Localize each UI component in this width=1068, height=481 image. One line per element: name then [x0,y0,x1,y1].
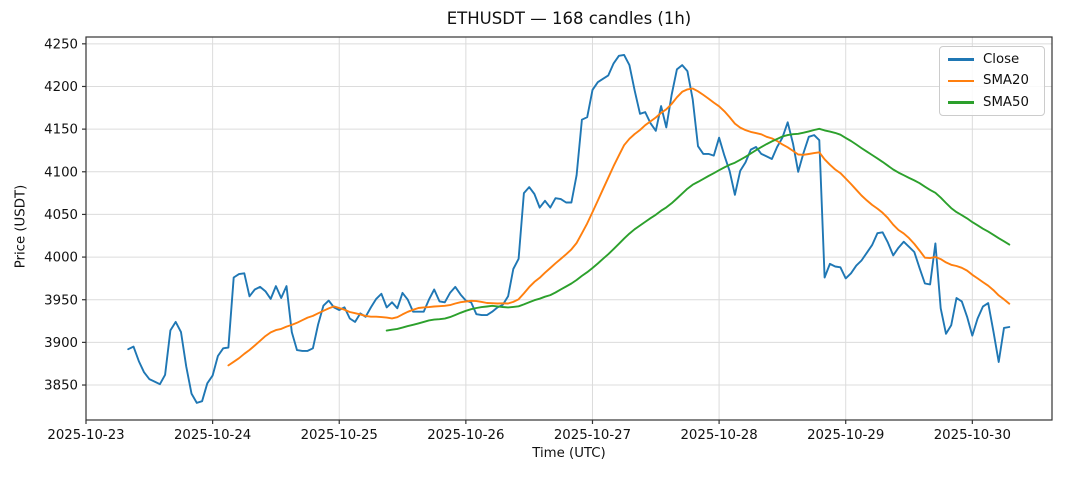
y-tick-label: 3900 [44,336,78,351]
legend-label-sma20: SMA20 [983,73,1029,89]
legend-label-sma50: SMA50 [983,94,1029,110]
legend-label-close: Close [983,52,1020,68]
y-tick-label: 4100 [44,165,78,180]
legend-item-close: Close [940,53,1044,66]
x-tick-label: 2025-10-30 [934,428,1011,443]
y-tick-label: 4000 [44,251,78,266]
x-axis-label: Time (UTC) [532,446,606,461]
legend: Close SMA20 SMA50 [939,46,1045,116]
chart-title: ETHUSDT — 168 candles (1h) [446,9,692,28]
sma20-line-swatch [948,79,974,83]
plot-border [85,36,1053,421]
x-tick-label: 2025-10-27 [554,428,631,443]
y-tick-label: 4250 [44,37,78,52]
x-tick-label: 2025-10-25 [301,428,378,443]
legend-item-sma50: SMA50 [940,94,1044,110]
sma50-line-swatch [948,101,974,104]
x-tick-label: 2025-10-28 [680,428,757,443]
close-line-swatch [948,58,974,61]
close-line [127,53,1011,404]
y-tick-label: 4150 [44,123,78,138]
y-tick-label: 3950 [44,293,78,308]
legend-item-sma20: SMA20 [940,73,1044,89]
y-tick-label: 4050 [44,208,78,223]
x-tick-label: 2025-10-23 [47,428,124,443]
x-tick-label: 2025-10-29 [807,428,884,443]
sma20-line [227,87,1011,367]
y-tick-label: 4200 [44,80,78,95]
x-tick-label: 2025-10-26 [427,428,504,443]
x-tick-label: 2025-10-24 [174,428,251,443]
sma50-line [385,127,1011,332]
y-tick-label: 3850 [44,379,78,394]
